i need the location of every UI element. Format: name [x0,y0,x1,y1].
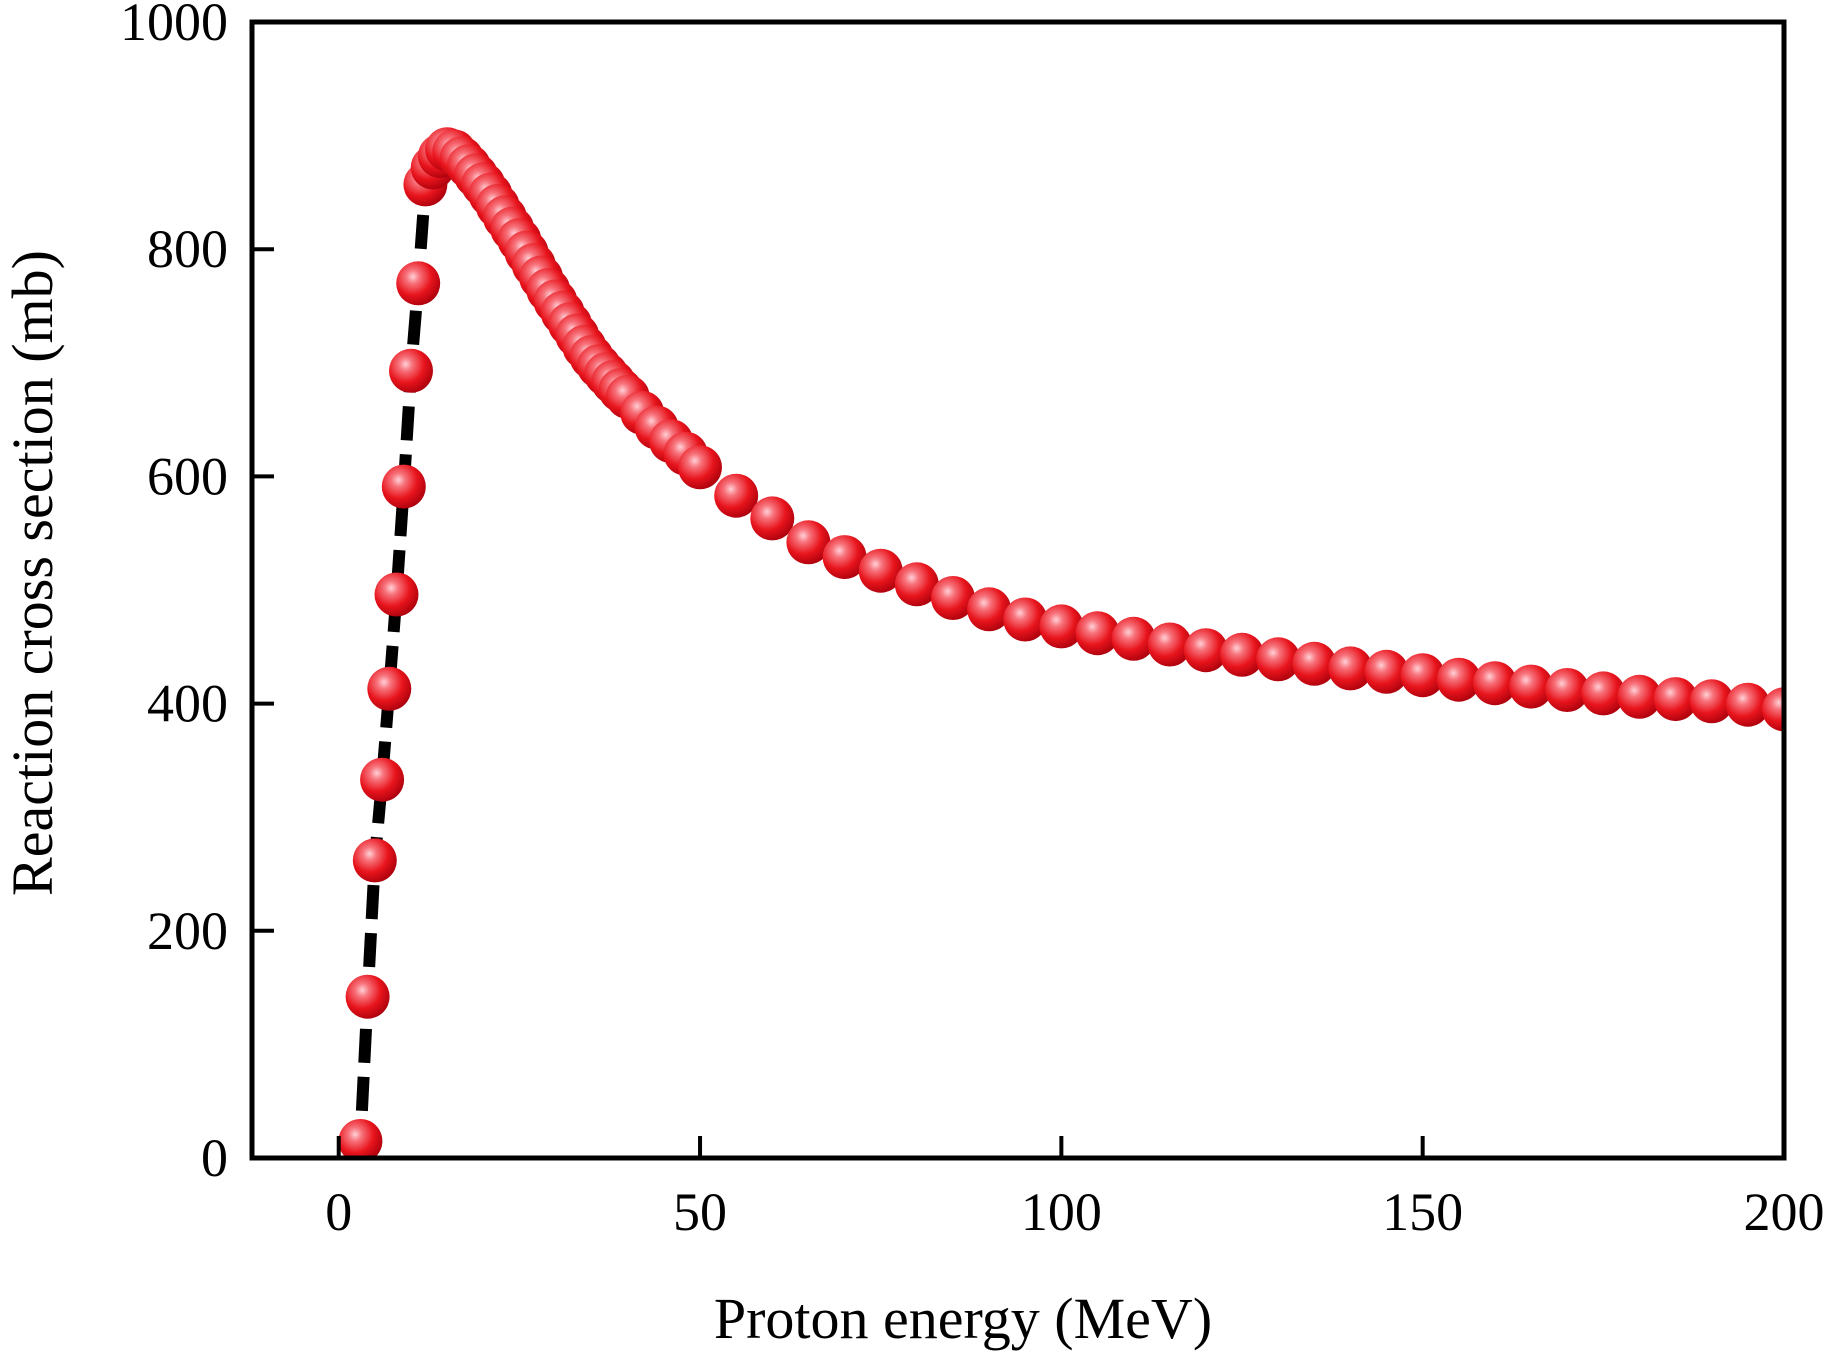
data-point [822,535,867,580]
axis-ticks: 0 50 100 150 200 0 200 400 600 800 1000 [120,0,1825,1242]
data-point [967,587,1012,632]
data-point [389,348,433,393]
data-point [1292,641,1337,686]
y-tick-label: 1000 [120,0,228,52]
data-point [858,548,903,593]
data-point [1075,611,1120,656]
data-point [1617,674,1662,719]
data-point [750,496,795,541]
data-point [1689,679,1734,724]
data-point [1472,661,1517,706]
y-axis-label: Reaction cross section (mb) [0,250,65,896]
data-point [1220,632,1264,677]
x-tick-label: 100 [1021,1182,1102,1242]
data-point [381,464,426,509]
data-point [1183,628,1228,673]
data-point [1364,649,1409,694]
y-tick-label: 800 [147,219,228,279]
data-point [786,520,831,565]
data-point [345,974,390,1019]
data-point [1256,637,1301,682]
x-tick-label: 200 [1744,1182,1825,1242]
data-point [367,666,412,711]
marker-group [338,127,1784,1158]
data-point [1111,616,1156,661]
data-point [894,562,939,607]
x-axis-label: Proton energy (MeV) [714,1286,1212,1351]
x-tick-label: 50 [673,1182,727,1242]
x-tick-label: 150 [1382,1182,1463,1242]
x-tick-label: 0 [325,1182,352,1242]
data-point [1400,653,1445,698]
y-tick-label: 400 [147,674,228,734]
plot-frame [249,19,1787,1161]
y-tick-label: 0 [201,1128,228,1188]
data-point [714,473,759,518]
data-point [1147,622,1192,667]
data-point [352,838,397,883]
data-point [678,445,722,490]
data-point [1725,682,1770,727]
data-point [338,1119,383,1158]
data-point [1039,604,1084,649]
y-tick-label: 600 [147,446,228,506]
fit-curve-dashed [349,143,633,1158]
data-point [1653,677,1698,722]
data-point [931,576,975,620]
data-point [360,757,405,802]
plot-area [338,127,1784,1158]
data-point [396,261,441,306]
data-point [1436,657,1481,702]
data-point [374,572,419,617]
data-point [1003,597,1048,642]
data-point [1328,646,1373,691]
data-point [1581,671,1626,716]
data-point [1762,687,1784,732]
data-point [1545,668,1590,712]
data-point [1509,664,1554,709]
y-tick-label: 200 [147,901,228,961]
